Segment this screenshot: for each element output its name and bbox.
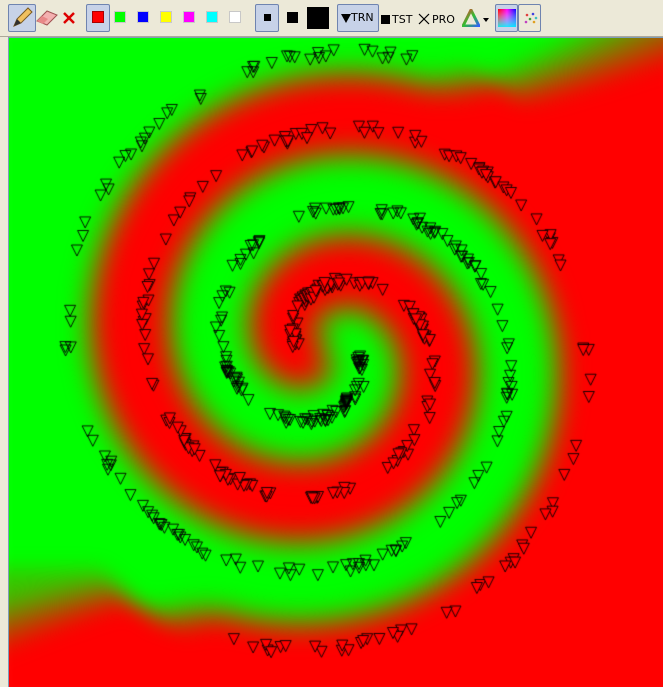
view-map-button[interactable] bbox=[495, 4, 518, 32]
color-cyan-button[interactable] bbox=[206, 11, 218, 23]
tst-toggle-button[interactable]: TST bbox=[380, 4, 414, 32]
color-red-button[interactable] bbox=[86, 4, 110, 32]
pro-toggle-button[interactable]: PRO bbox=[418, 4, 458, 32]
color-yellow-button[interactable] bbox=[160, 11, 172, 23]
brush-large-button[interactable] bbox=[307, 7, 329, 29]
pencil-icon bbox=[13, 7, 33, 27]
square-icon bbox=[381, 15, 390, 24]
clear-button[interactable] bbox=[60, 4, 78, 32]
color-blue-button[interactable] bbox=[137, 11, 149, 23]
chevron-down-icon bbox=[483, 18, 489, 22]
points-icon bbox=[524, 12, 538, 24]
brush-small-button[interactable] bbox=[255, 4, 279, 32]
brush-medium-button[interactable] bbox=[287, 12, 298, 23]
color-map-dropdown[interactable] bbox=[462, 6, 490, 30]
view-points-button[interactable] bbox=[518, 4, 541, 32]
tst-label: TST bbox=[392, 13, 413, 26]
toolbar: TRN TST PRO bbox=[0, 0, 663, 37]
eraser-icon bbox=[36, 10, 58, 26]
color-white-button[interactable] bbox=[229, 11, 241, 23]
pencil-tool-button[interactable] bbox=[8, 4, 36, 32]
color-green-button[interactable] bbox=[114, 11, 126, 23]
color-triangle-icon bbox=[462, 9, 480, 27]
color-swatch-red bbox=[92, 11, 104, 23]
trn-toggle-button[interactable]: TRN bbox=[337, 4, 379, 32]
cross-icon bbox=[418, 13, 430, 25]
gradient-map-icon bbox=[498, 9, 516, 27]
brush-small-icon bbox=[264, 14, 271, 21]
eraser-tool-button[interactable] bbox=[34, 4, 60, 32]
clear-icon bbox=[63, 12, 75, 24]
trn-label: TRN bbox=[351, 11, 374, 24]
color-magenta-button[interactable] bbox=[183, 11, 195, 23]
decision-map-canvas[interactable] bbox=[9, 38, 663, 687]
triangle-down-icon bbox=[341, 14, 351, 23]
pro-label: PRO bbox=[432, 13, 455, 26]
canvas-frame bbox=[8, 37, 663, 687]
